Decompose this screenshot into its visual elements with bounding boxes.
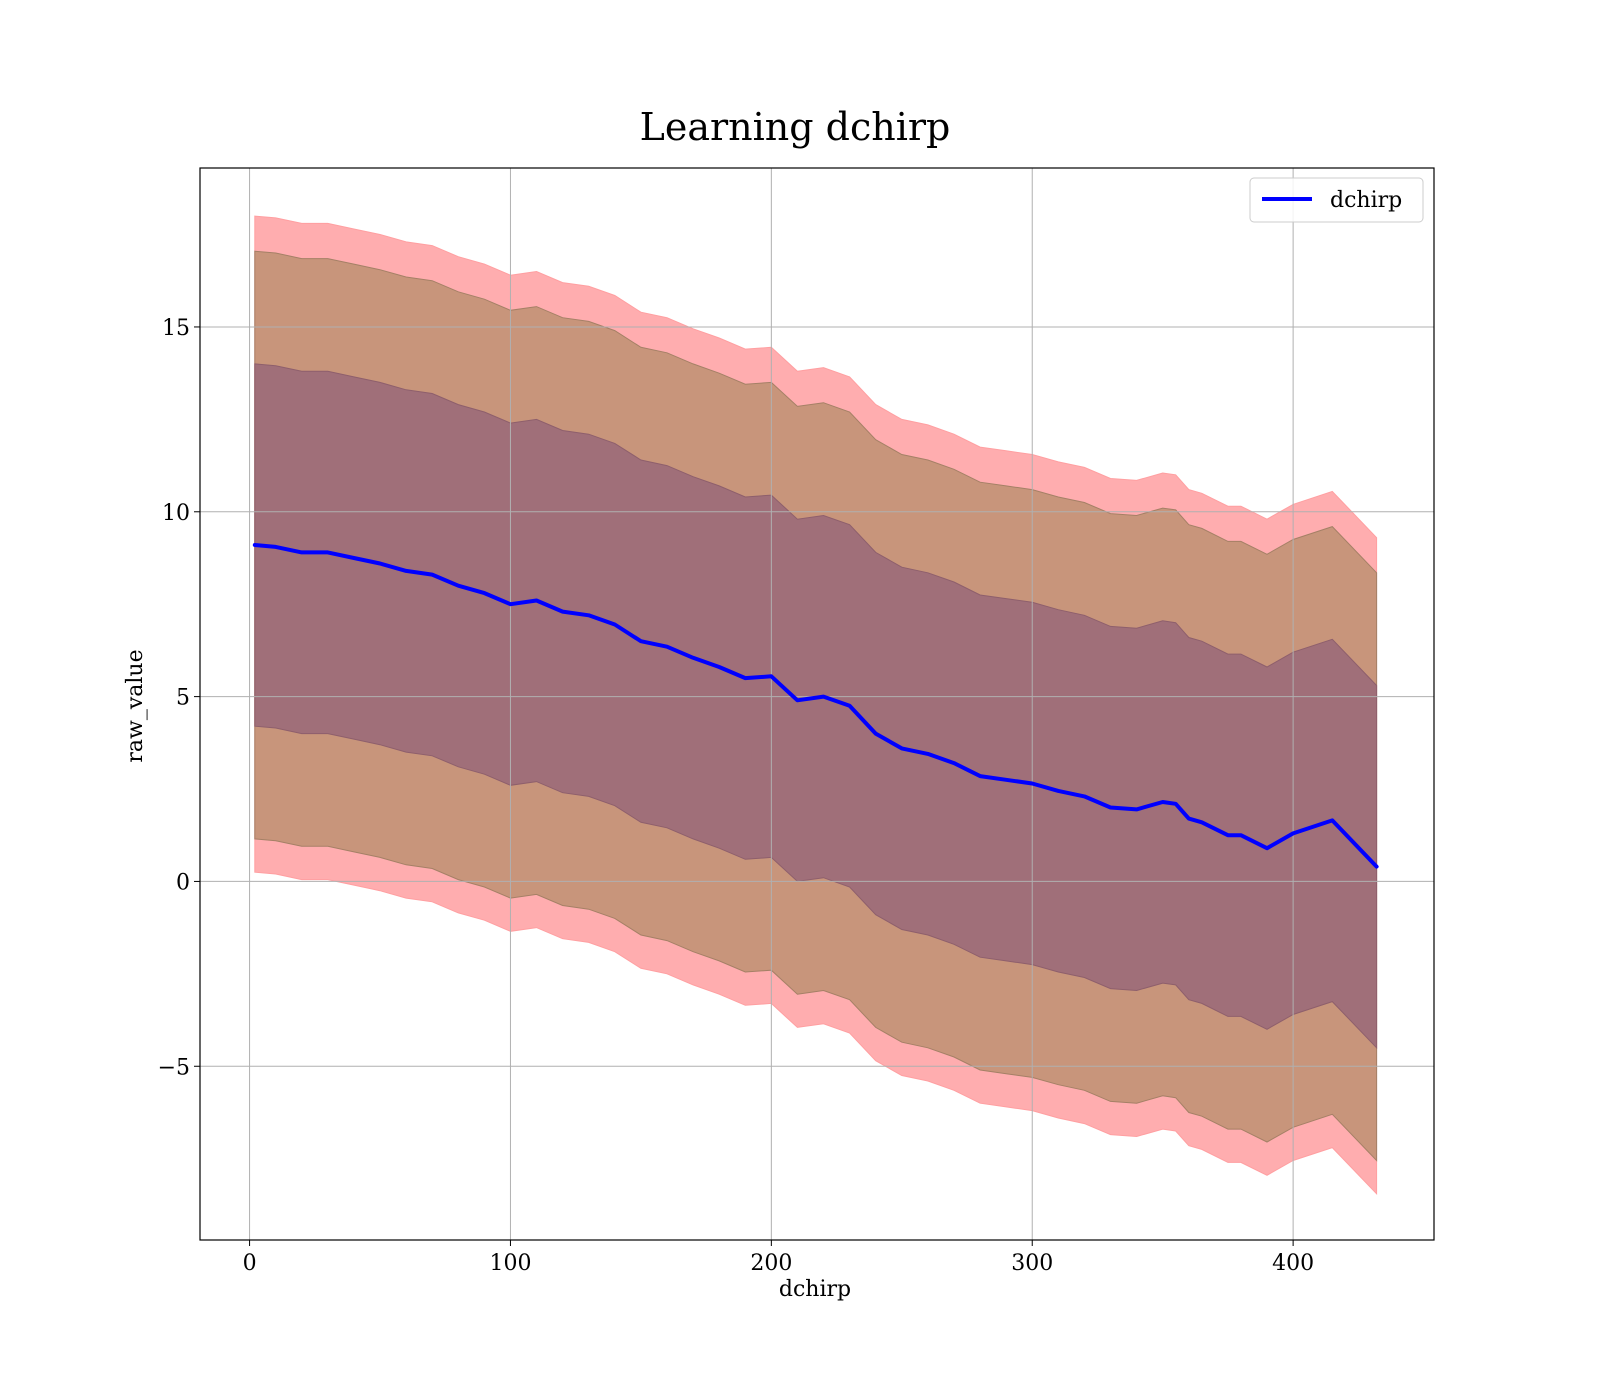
x-tick-label: 300 — [1011, 1251, 1053, 1276]
x-tick-label: 0 — [243, 1251, 257, 1276]
y-axis: −5 0 5 10 15 — [158, 316, 200, 1080]
x-axis: 0 100 200 300 400 — [243, 1240, 1314, 1276]
legend-label: dchirp — [1330, 188, 1402, 213]
x-tick-label: 400 — [1272, 1251, 1314, 1276]
y-tick-label: 5 — [176, 686, 190, 711]
legend: dchirp — [1249, 177, 1424, 223]
confidence-bands — [254, 215, 1378, 1196]
plot-frame — [199, 167, 1435, 1241]
y-tick-label: −5 — [158, 1055, 190, 1080]
plot-area — [199, 167, 1435, 1241]
series-line-dchirp — [252, 543, 1379, 869]
x-tick-label: 100 — [489, 1251, 531, 1276]
y-tick-label: 15 — [162, 316, 190, 341]
chart-title: Learning dchirp — [640, 105, 951, 149]
y-axis-label: raw_value — [123, 649, 148, 762]
x-tick-label: 200 — [750, 1251, 792, 1276]
band-inner — [254, 363, 1378, 1050]
y-tick-label: 0 — [176, 870, 190, 895]
legend-box — [1249, 177, 1424, 223]
y-tick-label: 10 — [162, 501, 190, 526]
series-lines — [252, 543, 1379, 869]
x-axis-label: dchirp — [779, 1277, 851, 1302]
